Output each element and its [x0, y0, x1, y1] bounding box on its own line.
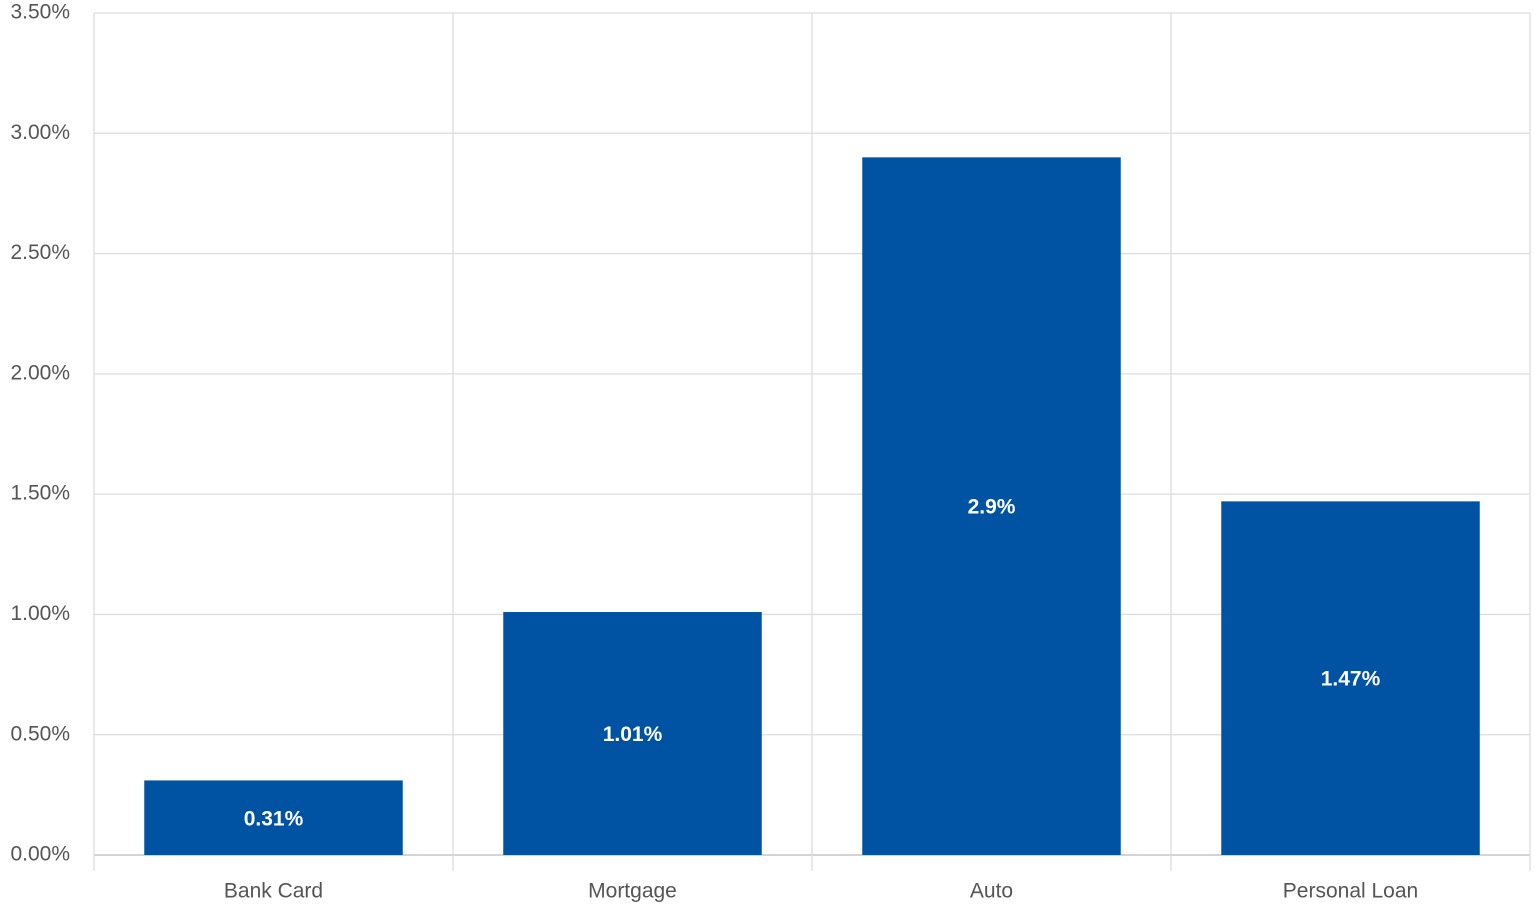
bar: [144, 780, 403, 855]
x-tick-label: Bank Card: [224, 880, 323, 903]
bar: [1221, 501, 1480, 855]
bar: [862, 157, 1121, 856]
value-label: 2.9%: [968, 496, 1016, 519]
value-label: 0.31%: [244, 807, 304, 830]
y-tick-label: 2.00%: [10, 361, 70, 384]
y-tick-label: 2.50%: [10, 241, 70, 264]
value-label: 1.01%: [603, 723, 663, 746]
x-tick-label: Auto: [970, 880, 1013, 903]
y-tick-label: 0.50%: [10, 722, 70, 745]
bar: [503, 612, 762, 855]
value-label: 1.47%: [1321, 668, 1381, 691]
y-tick-label: 0.00%: [10, 843, 70, 866]
y-tick-label: 3.00%: [10, 121, 70, 144]
y-tick-label: 3.50%: [10, 1, 70, 24]
y-tick-label: 1.00%: [10, 602, 70, 625]
y-tick-label: 1.50%: [10, 482, 70, 505]
x-tick-label: Mortgage: [588, 880, 677, 903]
x-tick-label: Personal Loan: [1283, 880, 1418, 903]
